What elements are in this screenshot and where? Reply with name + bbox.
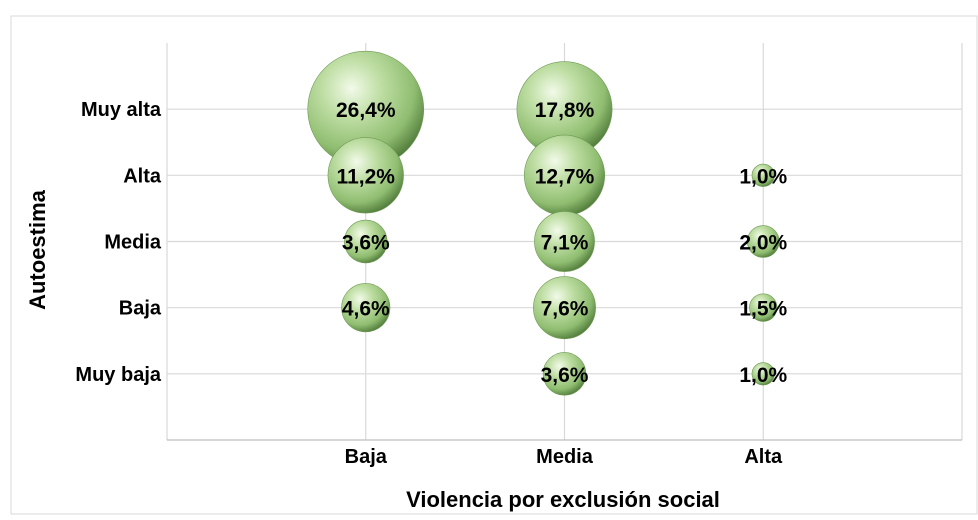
bubble-data-label: 12,7%	[535, 165, 595, 188]
y-tick-label: Baja	[119, 298, 162, 320]
bubble-data-label: 1,5%	[739, 298, 787, 321]
bubble	[534, 211, 595, 272]
bubble-data-label: 17,8%	[535, 99, 595, 122]
x-tick-label: Alta	[744, 446, 783, 468]
x-tick-label: Baja	[345, 446, 388, 468]
bubble	[751, 163, 775, 187]
bubbles	[307, 50, 780, 396]
bubble-data-label: 26,4%	[336, 99, 396, 122]
bubble-data-label: 2,0%	[739, 232, 787, 255]
y-tick-label: Media	[104, 232, 162, 254]
tick-labels: Baja Media Alta Muy baja Baja Media Alta Muy al…	[75, 99, 783, 468]
bubble	[533, 276, 596, 340]
bubble-data-label: 1,0%	[739, 364, 787, 387]
data-labels: 26,4% 11,2% 3,6% 4,6% 17,8% 12,7% 7,1% 7,6% 3,6%…	[336, 99, 788, 387]
bubble-data-label: 3,6%	[541, 364, 589, 387]
y-tick-label: Muy alta	[81, 99, 162, 121]
bubble-data-label: 7,6%	[541, 298, 589, 321]
bubble	[751, 362, 775, 386]
bubble	[344, 219, 388, 264]
y-tick-label: Muy baja	[75, 364, 161, 386]
x-tick-label: Media	[536, 446, 594, 468]
x-axis-title: Violencia por exclusión social	[406, 487, 720, 512]
bubble-data-label: 11,2%	[337, 165, 396, 188]
bubble	[341, 283, 391, 333]
bubble	[542, 352, 587, 396]
bubble	[327, 137, 404, 214]
bubble-data-label: 3,6%	[342, 232, 390, 255]
chart-border	[10, 15, 978, 515]
bubble-data-label: 4,6%	[342, 298, 390, 321]
bubble	[749, 293, 778, 322]
bubble	[746, 225, 780, 258]
y-axis-title: Autoestima	[25, 189, 50, 310]
bubble-data-label: 1,0%	[739, 165, 787, 188]
bubble-data-label: 7,1%	[541, 232, 589, 255]
y-tick-label: Alta	[123, 165, 162, 187]
